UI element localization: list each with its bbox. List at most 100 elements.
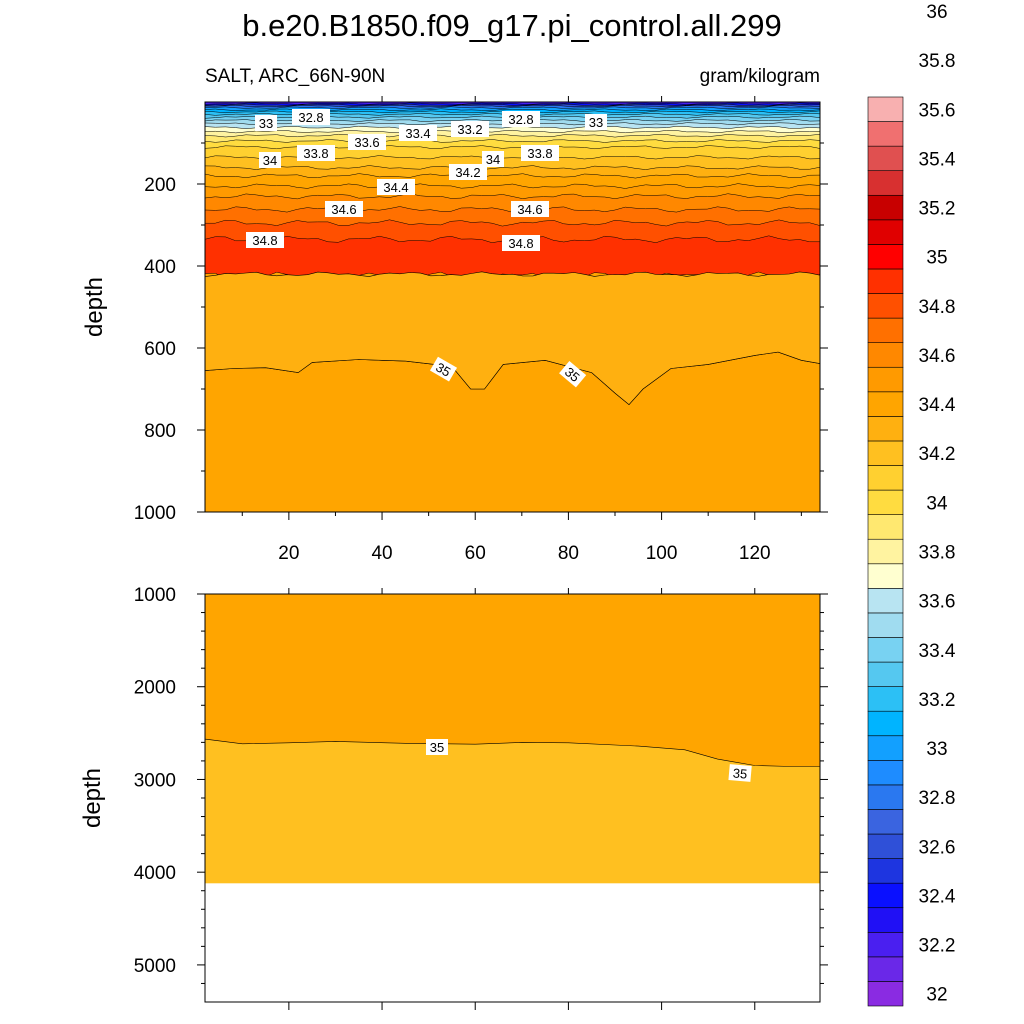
contour-label-box	[502, 235, 540, 251]
subtitle-variable: SALT, ARC_66N-90N	[205, 66, 385, 87]
contour-35-lower	[204, 593, 821, 767]
x-tick-label: 100	[646, 543, 678, 564]
contour-label-34.8: 34.8	[502, 235, 540, 251]
contour-label-35: 35	[429, 356, 458, 382]
colorbar-box	[867, 194, 904, 221]
colorbar-box	[867, 809, 904, 835]
contour-label-text: 34.6	[331, 202, 356, 217]
colorbar-label: 32.8	[919, 788, 956, 809]
contour-label-box	[511, 201, 549, 217]
contour-label-box	[377, 179, 415, 195]
colorbar-label: 32.2	[919, 936, 956, 957]
x-tick-label: 40	[371, 543, 392, 564]
colorbar-box	[867, 145, 904, 172]
colorbar-box	[867, 981, 904, 1007]
contour-label-33.4: 33.4	[399, 125, 437, 141]
y-tick-label: 1000	[134, 585, 176, 606]
colorbar-box	[867, 170, 904, 196]
lower-y-axis-label: depth	[79, 768, 106, 828]
contour-label-box	[451, 121, 489, 137]
colorbar-box	[867, 637, 904, 663]
y-tick-label: 1000	[134, 503, 176, 524]
colorbar-box	[867, 760, 904, 786]
colorbar-box	[867, 219, 904, 245]
colorbar-label: 33	[926, 739, 947, 760]
colorbar-label: 35.6	[919, 100, 956, 121]
colorbar-box	[867, 538, 904, 565]
colorbar-box	[867, 588, 904, 614]
colorbar-box	[867, 710, 904, 737]
y-tick-label: 800	[144, 421, 176, 442]
colorbar-label: 35.2	[919, 199, 956, 220]
colorbar-label: 35	[926, 248, 947, 269]
upper-panel: 33 32.8 33.6 33.4 33.2 32.8 33 34 33.8 34.2 34 33.8…	[134, 96, 828, 564]
contour-label-34.2: 34.2	[449, 164, 487, 180]
contour-label-34.4: 34.4	[377, 179, 415, 195]
upper-y-axis-label: depth	[81, 277, 108, 337]
contour-label-text: 34.6	[517, 202, 542, 217]
x-tick-label: 20	[278, 543, 299, 564]
contour-label-text: 33.8	[527, 146, 552, 161]
colorbar-box	[867, 121, 904, 147]
colorbar-label: 32	[926, 985, 947, 1006]
contour-label-box	[585, 114, 607, 130]
x-tick-label: 80	[558, 543, 579, 564]
y-tick-label: 200	[144, 175, 176, 196]
y-tick-label: 2000	[134, 678, 176, 699]
contour-label-text: 34.8	[252, 233, 277, 248]
contour-label-box	[502, 111, 540, 127]
lower-panel: 35 35 1000 2000 3000 4000 5000	[134, 585, 828, 1010]
colorbar-label: 33.4	[919, 641, 956, 662]
colorbar-label: 32.6	[919, 837, 956, 858]
contour-label-34: 34	[259, 152, 281, 168]
contour-label-32.8: 32.8	[502, 111, 540, 127]
contour-label-box	[449, 164, 487, 180]
y-tick-label: 4000	[134, 863, 176, 884]
y-tick-label: 600	[144, 339, 176, 360]
contour-label-text: 35	[433, 359, 453, 379]
colorbar-box	[867, 612, 904, 638]
colorbar-box	[867, 563, 904, 589]
colorbar-box	[867, 858, 904, 884]
contour-label-text: 34	[486, 152, 500, 167]
contour-label-box	[728, 764, 752, 782]
x-tick-label: 120	[739, 543, 771, 564]
colorbar-box	[867, 416, 904, 442]
contour-label-text: 33.4	[405, 126, 430, 141]
colorbar-box	[867, 956, 904, 982]
colorbar-box	[867, 465, 904, 491]
colorbar-label: 33.2	[919, 690, 956, 711]
contour-label-box	[292, 109, 330, 125]
colorbar-box	[867, 440, 904, 466]
colorbar-label: 32.4	[919, 886, 956, 907]
contour-label-35: 35	[559, 361, 587, 388]
figure-title: b.e20.B1850.f09_g17.pi_control.all.299	[242, 8, 782, 43]
colorbar-label: 34	[926, 493, 948, 514]
contour-label-box	[259, 152, 281, 168]
y-tick-label: 400	[144, 257, 176, 278]
contour-label-box	[399, 125, 437, 141]
y-tick-label: 5000	[134, 956, 176, 977]
colorbar-box	[867, 366, 904, 393]
colorbar-box	[867, 661, 904, 687]
contour-label-text: 33	[589, 115, 603, 130]
contour-label-33: 33	[255, 115, 277, 131]
colorbar-box	[867, 268, 904, 294]
contour-label-33.8: 33.8	[521, 145, 559, 161]
contour-35	[205, 351, 820, 512]
colorbar-box	[867, 514, 904, 540]
contour-label-box	[521, 145, 559, 161]
contour-label-box	[325, 201, 363, 217]
contour-label-box	[348, 134, 386, 150]
contour-label-text: 35	[430, 740, 444, 755]
subtitle-units: gram/kilogram	[700, 66, 820, 87]
contour-label-35: 35	[426, 739, 448, 755]
contour-label-34.6: 34.6	[325, 201, 363, 217]
contour-label-33.2: 33.2	[451, 121, 489, 137]
contour-label-box	[426, 739, 448, 755]
contour-label-33: 33	[585, 114, 607, 130]
colorbar-box	[867, 489, 904, 515]
contour-label-text: 35	[732, 765, 748, 781]
contour-label-34.6: 34.6	[511, 201, 549, 217]
contour-label-box	[559, 361, 587, 388]
